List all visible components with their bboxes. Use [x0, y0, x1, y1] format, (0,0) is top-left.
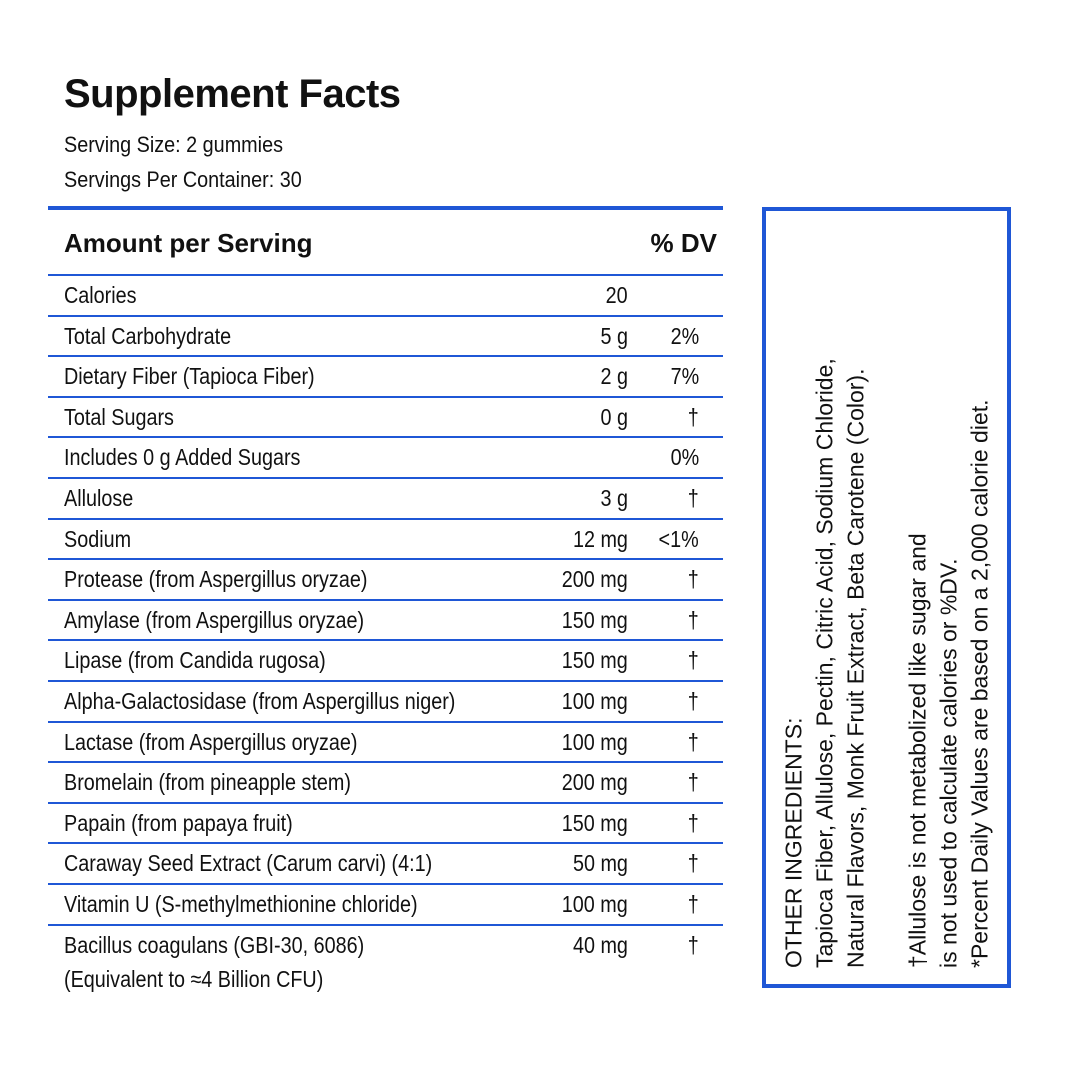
- table-row: Sodium 12 mg <1%: [48, 517, 723, 559]
- nutrient-dv: <1%: [658, 525, 699, 552]
- nutrient-dv: †: [687, 850, 699, 877]
- table-row: Total Carbohydrate 5 g 2%: [48, 314, 723, 356]
- table-row: Bromelain (from pineapple stem) 200 mg †: [48, 761, 723, 802]
- nutrient-name: Protease (from Aspergillus oryzae): [64, 566, 368, 593]
- allulose-note-line-1: †Allulose is not metabolized like sugar …: [904, 532, 930, 968]
- table-row: Protease (from Aspergillus oryzae) 200 mg…: [48, 558, 723, 599]
- top-divider: [48, 206, 723, 210]
- supplement-facts-table: Amount per Serving % DV Calories 20 Total …: [48, 206, 723, 996]
- nutrient-dv: †: [687, 687, 699, 714]
- nutrient-amount: 150 mg: [562, 647, 628, 674]
- dv-heading: % DV: [650, 228, 717, 258]
- nutrient-dv: †: [687, 484, 699, 511]
- table-row: Lactase (from Aspergillus oryzae) 100 mg †: [48, 720, 723, 762]
- table-row-bacillus: Bacillus coagulans (GBI-30, 6086) (Equiv…: [48, 923, 723, 996]
- nutrient-amount: 5 g: [600, 322, 628, 349]
- table-row: Caraway Seed Extract (Carum carvi) (4:1)…: [48, 842, 723, 883]
- nutrient-name: Total Carbohydrate: [64, 322, 232, 349]
- nutrient-dv: 0%: [670, 444, 699, 471]
- nutrient-name: Amylase (from Aspergillus oryzae): [64, 606, 365, 633]
- nutrient-amount: 40 mg: [573, 931, 628, 958]
- ingredients-line-2: Natural Flavors, Monk Fruit Extract, Bet…: [842, 368, 868, 968]
- nutrient-subtext: (Equivalent to ≈4 Billion CFU): [64, 965, 324, 992]
- nutrient-dv: †: [687, 566, 699, 593]
- nutrient-amount: 100 mg: [562, 728, 628, 755]
- nutrient-name: Vitamin U (S-methylmethionine chloride): [64, 890, 418, 917]
- other-ingredients-text: OTHER INGREDIENTS: Tapioca Fiber, Allulo…: [778, 228, 995, 968]
- table-row: Includes 0 g Added Sugars 0%: [48, 436, 723, 477]
- spacer: [871, 228, 902, 968]
- nutrient-name: Lactase (from Aspergillus oryzae): [64, 728, 358, 755]
- nutrient-amount: 2 g: [600, 363, 628, 390]
- servings-per-container: Servings Per Container: 30: [64, 167, 302, 192]
- allulose-note-line-2: is not used to calculate calories or %DV…: [935, 557, 961, 968]
- nutrient-amount: 200 mg: [562, 769, 628, 796]
- nutrient-name: Dietary Fiber (Tapioca Fiber): [64, 363, 315, 390]
- nutrient-amount: 150 mg: [562, 809, 628, 836]
- table-row: Alpha-Galactosidase (from Aspergillus ni…: [48, 679, 723, 721]
- table-row: Lipase (from Candida rugosa) 150 mg †: [48, 639, 723, 680]
- daily-value-note: *Percent Daily Values are based on a 2,0…: [966, 398, 992, 968]
- nutrient-amount: 12 mg: [573, 525, 628, 552]
- table-row: Papain (from papaya fruit) 150 mg †: [48, 801, 723, 843]
- nutrient-dv: †: [687, 606, 699, 633]
- table-row: Calories 20: [48, 274, 723, 315]
- ingredients-line-1: Tapioca Fiber, Allulose, Pectin, Citric …: [811, 357, 837, 968]
- table-row: Dietary Fiber (Tapioca Fiber) 2 g 7%: [48, 355, 723, 396]
- nutrient-amount: 20: [605, 282, 628, 308]
- table-row: Vitamin U (S-methylmethionine chloride) 1…: [48, 882, 723, 924]
- nutrient-name: Lipase (from Candida rugosa): [64, 647, 326, 674]
- nutrient-name: Papain (from papaya fruit): [64, 809, 293, 836]
- nutrient-amount: 3 g: [600, 484, 628, 511]
- table-row: Allulose 3 g †: [48, 476, 723, 518]
- nutrient-dv: 2%: [670, 322, 699, 349]
- table-row: Total Sugars 0 g †: [48, 395, 723, 437]
- nutrient-dv: 7%: [670, 363, 699, 390]
- nutrient-name: Calories: [64, 282, 137, 308]
- nutrient-amount: 50 mg: [573, 850, 628, 877]
- page-title: Supplement Facts: [64, 72, 401, 116]
- other-ingredients-box: OTHER INGREDIENTS: Tapioca Fiber, Allulo…: [762, 207, 1011, 988]
- nutrient-amount: 100 mg: [562, 687, 628, 714]
- nutrient-rows: Calories 20 Total Carbohydrate 5 g 2% Dietary…: [48, 274, 723, 924]
- nutrient-dv: †: [687, 769, 699, 796]
- serving-size: Serving Size: 2 gummies: [64, 132, 283, 157]
- nutrient-amount: 200 mg: [562, 566, 628, 593]
- nutrient-dv: †: [687, 931, 699, 958]
- nutrient-dv: †: [687, 728, 699, 755]
- amount-per-serving-heading: Amount per Serving: [64, 228, 313, 258]
- nutrient-name: Bromelain (from pineapple stem): [64, 769, 351, 796]
- nutrient-name: Bacillus coagulans (GBI-30, 6086): [64, 931, 365, 958]
- nutrient-name: Allulose: [64, 484, 134, 511]
- nutrient-dv: †: [687, 809, 699, 836]
- nutrient-amount: 100 mg: [562, 890, 628, 917]
- nutrient-name: Alpha-Galactosidase (from Aspergillus ni…: [64, 687, 456, 714]
- nutrient-amount: 150 mg: [562, 606, 628, 633]
- nutrient-name: Total Sugars: [64, 403, 174, 430]
- nutrient-name: Caraway Seed Extract (Carum carvi) (4:1): [64, 850, 433, 877]
- nutrient-name: Includes 0 g Added Sugars: [64, 444, 301, 471]
- nutrient-dv: †: [687, 403, 699, 430]
- table-header: Amount per Serving % DV: [48, 210, 723, 274]
- table-row: Amylase (from Aspergillus oryzae) 150 mg †: [48, 598, 723, 640]
- nutrient-dv: †: [687, 647, 699, 674]
- nutrient-name: Sodium: [64, 525, 132, 552]
- ingredients-heading: OTHER INGREDIENTS:: [780, 717, 806, 968]
- nutrient-dv: †: [687, 890, 699, 917]
- nutrient-amount: 0 g: [600, 403, 628, 430]
